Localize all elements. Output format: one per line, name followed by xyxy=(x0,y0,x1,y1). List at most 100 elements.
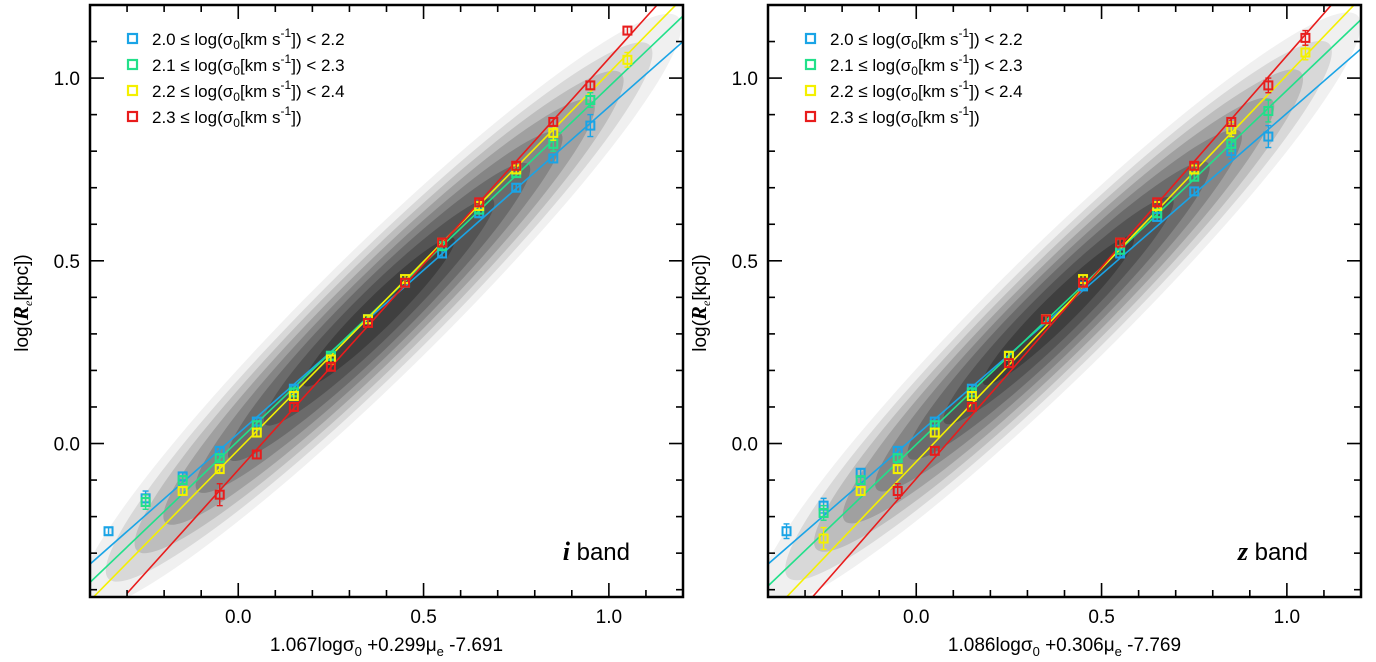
x-title-part: -7.769 xyxy=(1122,635,1181,656)
legend-label: 2.0 ≤ log(σ0[km s-1]) < 2.2 xyxy=(152,26,345,52)
legend-marker xyxy=(804,110,817,123)
data-point xyxy=(251,449,262,460)
legend-item: 2.1 ≤ log(σ0[km s-1]) < 2.3 xyxy=(126,52,345,78)
fit-line xyxy=(768,19,1361,587)
legend-marker xyxy=(126,110,139,123)
legend-text-part: 2.3 ≤ log(σ xyxy=(152,108,234,127)
x-title-part: 1.086logσ xyxy=(948,635,1033,656)
x-tick-label: 1.0 xyxy=(1274,607,1300,628)
data-point xyxy=(929,445,940,456)
point-marker xyxy=(966,401,977,412)
legend-item: 2.2 ≤ log(σ0[km s-1]) < 2.4 xyxy=(126,78,345,104)
legend-text-part: ]) xyxy=(969,108,979,127)
point-marker xyxy=(214,489,225,500)
data-point xyxy=(1189,160,1200,171)
legend-text-part: 2.2 ≤ log(σ xyxy=(830,82,912,101)
point-marker xyxy=(288,401,299,412)
x-tick-label: 0.0 xyxy=(225,607,251,628)
y-axis-title: log(Re[kpc]) xyxy=(9,254,35,351)
legend-superscript: -1 xyxy=(281,26,292,40)
data-point xyxy=(892,453,903,464)
data-point xyxy=(1078,277,1089,288)
y-title-part: log( xyxy=(12,319,33,351)
legend-text-part: ]) xyxy=(291,108,301,127)
legend-text-part: [km s xyxy=(918,108,959,127)
y-title-subscript: e xyxy=(21,300,35,306)
legend-label: 2.3 ≤ log(σ0[km s-1]) xyxy=(152,104,302,130)
data-point xyxy=(1152,197,1163,208)
data-point xyxy=(1263,124,1274,149)
point-marker xyxy=(1003,358,1014,369)
point-marker xyxy=(892,453,903,464)
y-title-part: [kpc]) xyxy=(12,254,33,300)
x-axis-title: 1.086logσ0 +0.306μe -7.769 xyxy=(948,635,1181,659)
point-marker xyxy=(966,391,977,402)
legend-item: 2.3 ≤ log(σ0[km s-1]) xyxy=(804,104,980,130)
point-marker xyxy=(1152,197,1163,208)
point-marker xyxy=(548,153,559,164)
panel-z: 0.0 0.5 1.00.00.51.01.086logσ0 +0.306μe -7… xyxy=(687,3,1363,659)
contour-level xyxy=(303,237,455,387)
point-marker xyxy=(251,427,262,438)
legend-item: 2.1 ≤ log(σ0[km s-1]) < 2.3 xyxy=(804,52,1023,78)
y-title-part: [kpc]) xyxy=(690,254,711,300)
y-tick-label: 0.0 xyxy=(54,435,80,456)
data-point xyxy=(1300,29,1311,46)
point-marker xyxy=(622,25,633,36)
point-marker xyxy=(929,445,940,456)
band-letter: z xyxy=(1237,537,1249,566)
point-marker xyxy=(1226,138,1237,149)
data-point xyxy=(400,277,411,288)
point-marker xyxy=(1263,131,1274,142)
legend: 2.0 ≤ log(σ0[km s-1]) < 2.22.1 ≤ log(σ0[… xyxy=(804,26,1023,130)
point-marker xyxy=(177,486,188,497)
legend-label: 2.2 ≤ log(σ0[km s-1]) < 2.4 xyxy=(152,78,345,104)
data-points xyxy=(781,29,1311,551)
legend-marker xyxy=(126,84,139,97)
data-point xyxy=(214,483,225,507)
point-marker xyxy=(437,237,448,248)
point-marker xyxy=(929,427,940,438)
legend-subscript: 0 xyxy=(911,90,918,104)
legend-text-part: 2.0 ≤ log(σ xyxy=(152,30,234,49)
x-title-part: -7.691 xyxy=(444,635,503,656)
data-point xyxy=(214,453,225,464)
data-point xyxy=(288,401,299,412)
point-marker xyxy=(585,80,596,91)
legend-marker xyxy=(804,32,817,45)
point-marker xyxy=(1189,186,1200,197)
point-marker xyxy=(892,464,903,475)
point-marker xyxy=(1078,277,1089,288)
point-marker xyxy=(1300,47,1311,58)
legend-subscript: 0 xyxy=(911,116,918,130)
ticks xyxy=(767,4,1362,597)
point-marker xyxy=(781,526,792,537)
legend-label: 2.1 ≤ log(σ0[km s-1]) < 2.3 xyxy=(152,52,345,78)
legend-subscript: 0 xyxy=(233,64,240,78)
y-title-part: log( xyxy=(690,319,711,351)
fit-line xyxy=(90,40,683,565)
legend-text-part: ]) < 2.4 xyxy=(291,82,344,101)
point-marker xyxy=(103,526,114,537)
point-marker xyxy=(1189,160,1200,171)
legend-text-part: [km s xyxy=(918,56,959,75)
point-marker xyxy=(474,197,485,208)
data-point xyxy=(1189,186,1200,197)
data-point xyxy=(288,391,299,402)
data-point xyxy=(892,464,903,475)
point-marker xyxy=(585,120,596,131)
legend-text-part: 2.2 ≤ log(σ xyxy=(152,82,234,101)
data-point xyxy=(251,427,262,438)
legend-text-part: [km s xyxy=(918,82,959,101)
band-word: band xyxy=(570,539,630,566)
x-title-subscript: e xyxy=(437,644,444,659)
point-marker xyxy=(892,486,903,497)
data-point xyxy=(818,504,829,521)
x-title-subscript: e xyxy=(1115,644,1122,659)
data-point xyxy=(1226,116,1237,127)
point-marker xyxy=(855,486,866,497)
point-marker xyxy=(548,116,559,127)
point-marker xyxy=(400,277,411,288)
band-label: z band xyxy=(1237,537,1308,566)
